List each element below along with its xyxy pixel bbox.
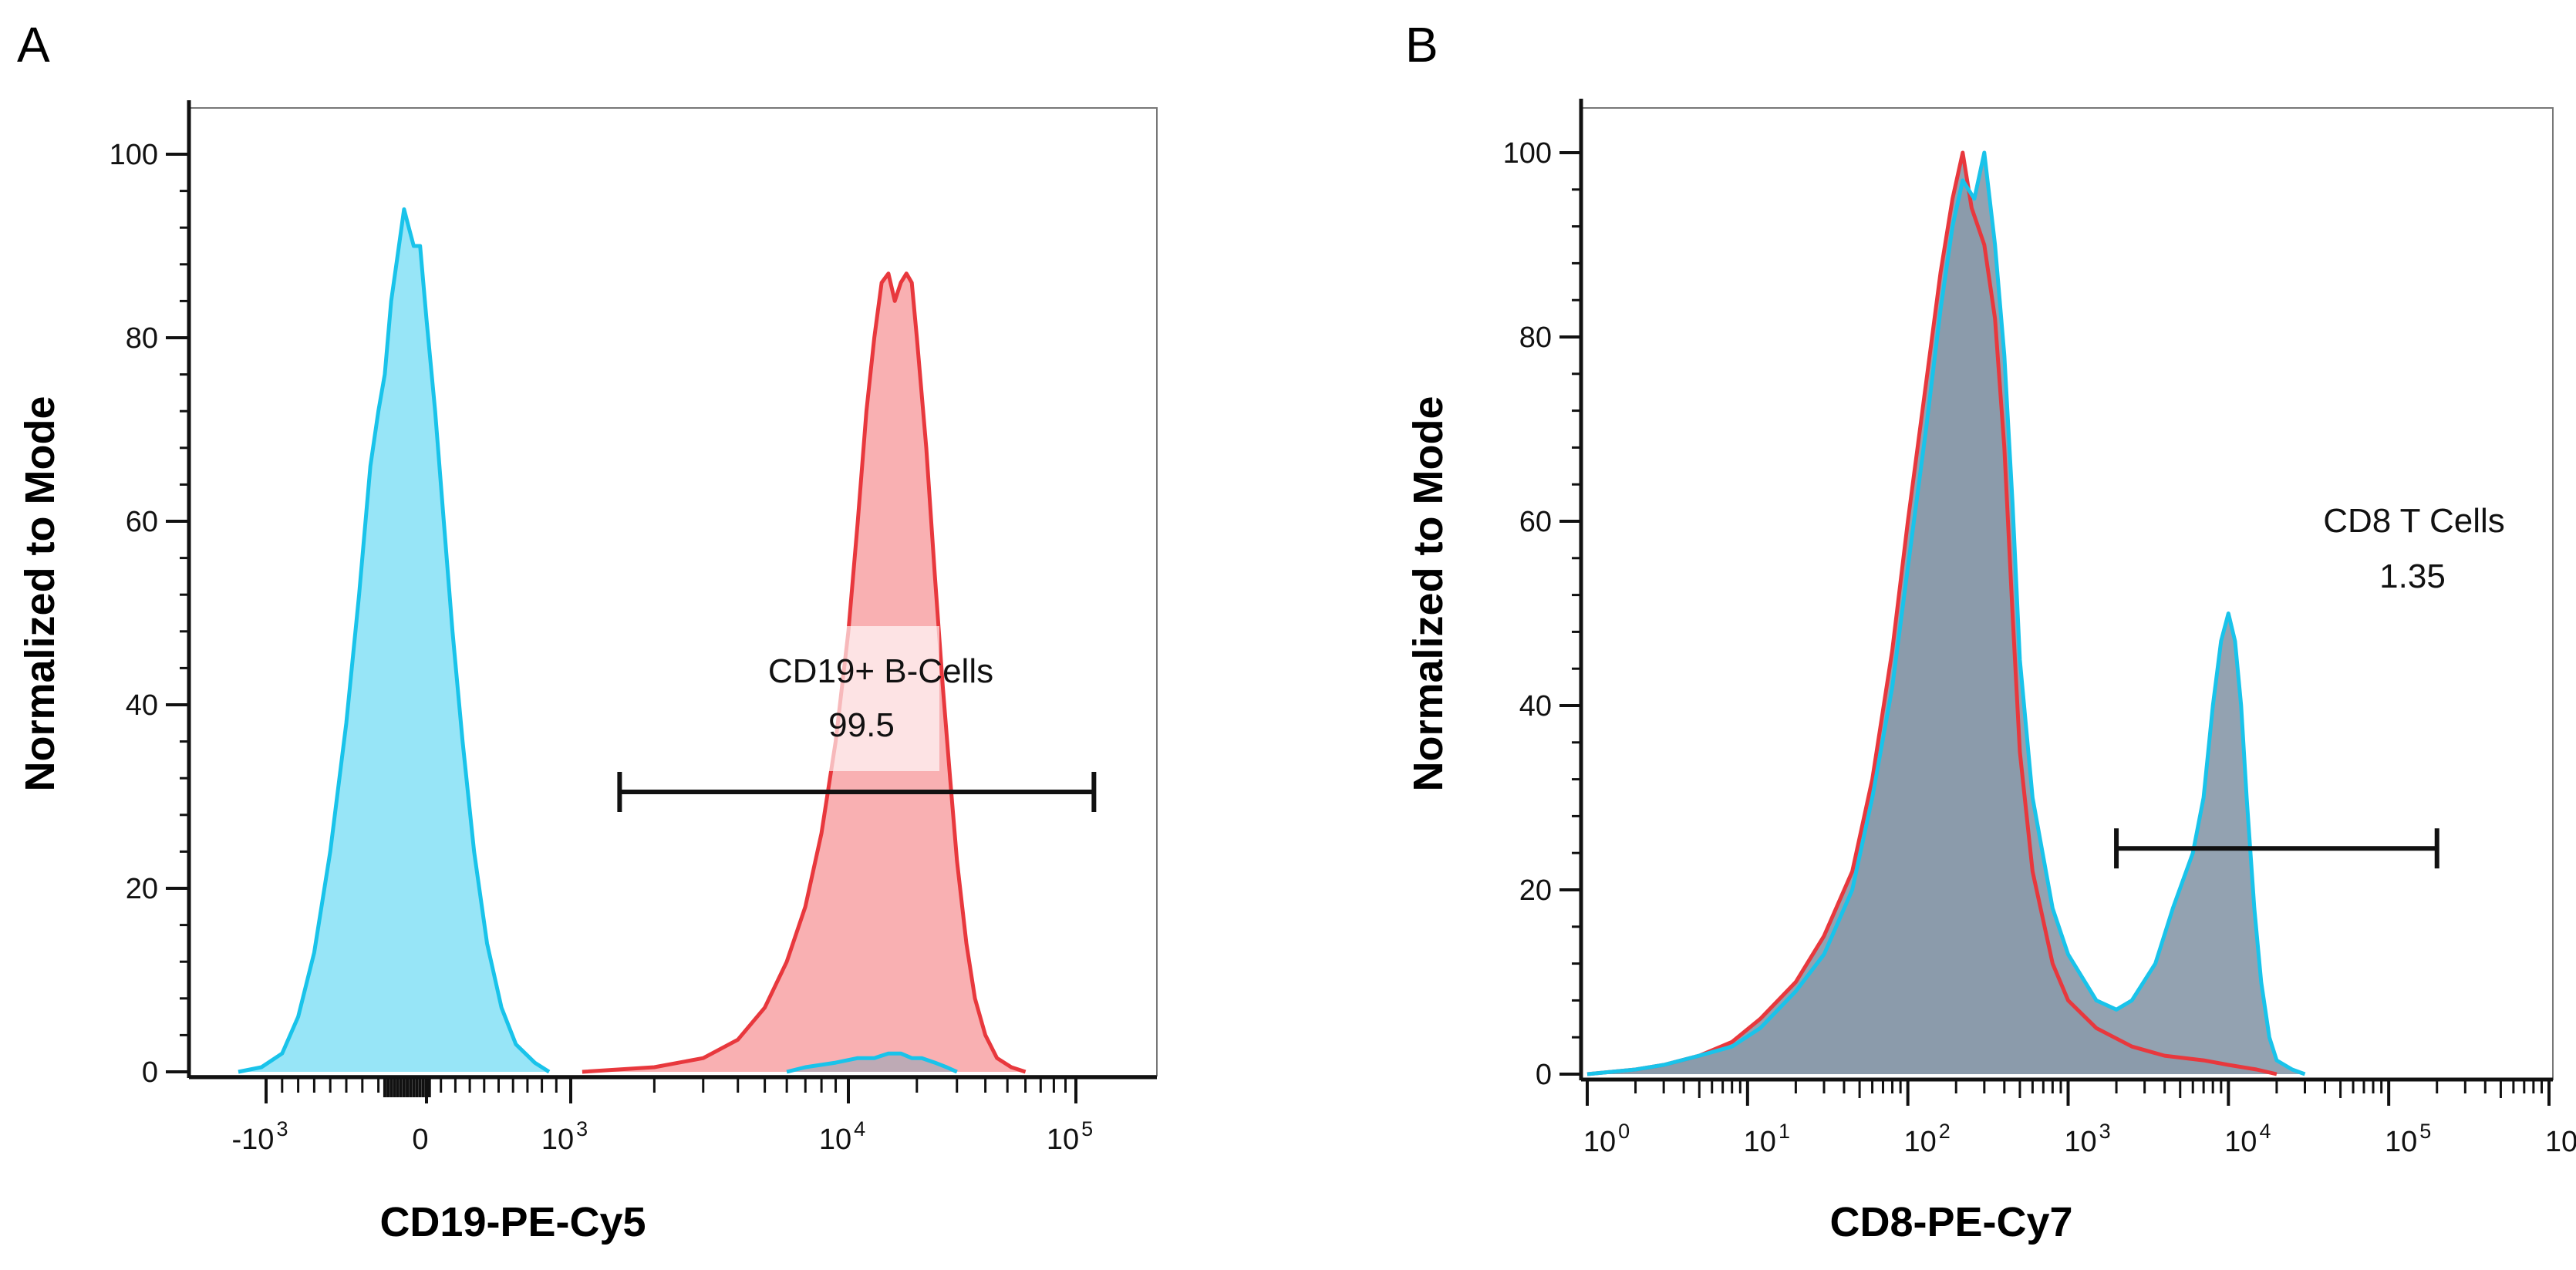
b-y-tick-label: 60 [1519,506,1552,538]
series-fills-a [238,209,1026,1073]
a-x-tick-label: 10 5 [1047,1117,1093,1156]
gate-label-highlight-a [824,626,939,771]
x-axis-a: -10 3 0 10 3 10 4 10 5 [189,1075,1157,1156]
b-x-tick-label: 10 2 [1904,1120,1951,1158]
b-x-tick-label: 10 4 [2224,1120,2271,1158]
a-series-line-1 [582,271,1027,1074]
b-y-tick-label: 100 [1503,137,1552,170]
a-series-fill-1 [582,273,1026,1073]
histogram-panel-a: CD19+ B-Cells 99.5 0 20 40 60 80 100 -10 3 0 10 3… [17,100,1158,1245]
a-series-line-2 [786,1051,958,1074]
b-y-tick-label: 80 [1519,322,1552,354]
b-y-tick-label: 20 [1519,874,1552,907]
gate-annotation-a: CD19+ B-Cells 99.5 [768,626,993,771]
a-x-tick-label: -10 3 [232,1117,288,1156]
series-lines-a [238,207,1027,1074]
a-x-tick-label: 10 4 [819,1117,865,1156]
gate-name-a: CD19+ B-Cells [768,652,993,690]
gate-percent-b: 1.35 [2379,558,2446,595]
y-axis-a: 0 20 40 60 80 100 [110,100,191,1089]
y-axis-b: 0 20 40 60 80 100 [1503,99,1583,1091]
a-y-tick-label: 80 [126,322,158,355]
a-y-tick-label: 100 [110,139,158,171]
b-y-tick-label: 40 [1519,690,1552,723]
b-y-tick-label: 0 [1536,1059,1552,1091]
b-series-line-1 [1586,150,2306,1076]
b-series-fill-1 [1587,153,2305,1074]
panel-label-b: B [1405,17,1438,72]
gate-percent-a: 99.5 [828,706,895,744]
b-x-tick-label: 10 5 [2385,1120,2431,1158]
a-x-tick-label: 0 [412,1123,428,1156]
a-series-line-0 [238,207,551,1074]
gate-name-b: CD8 T Cells [2323,502,2505,540]
a-y-tick-label: 20 [126,873,158,905]
a-y-tick-label: 0 [142,1056,158,1089]
a-x-tick-label: 10 3 [541,1117,588,1156]
b-x-tick-label: 10 1 [1744,1120,1790,1158]
b-series-line-0 [1586,150,2278,1076]
a-y-tick-label: 40 [126,689,158,722]
x-axis-label-a: CD19-PE-Cy5 [379,1199,646,1245]
gate-bar-b [2114,828,2439,869]
b-x-tick-label: 106 [2545,1120,2576,1158]
x-axis-label-b: CD8-PE-Cy7 [1829,1199,2072,1245]
series-fills-b [1587,153,2305,1074]
panel-label-a: A [17,17,50,72]
a-series-fill-0 [238,209,549,1072]
y-axis-label-a: Normalized to Mode [17,396,63,791]
series-lines-b [1586,150,2306,1076]
y-axis-label-b: Normalized to Mode [1405,396,1452,791]
a-series-fill-2 [787,1053,957,1072]
x-axis-b: 100 101 102 103 104 105 106 [1581,1077,2576,1158]
gate-bar-a [617,772,1097,813]
gate-annotation-b: CD8 T Cells 1.35 [2323,502,2505,595]
a-y-tick-label: 60 [126,506,158,538]
b-x-tick-label: 10 3 [2064,1120,2110,1158]
b-x-tick-label: 10 0 [1583,1120,1630,1158]
